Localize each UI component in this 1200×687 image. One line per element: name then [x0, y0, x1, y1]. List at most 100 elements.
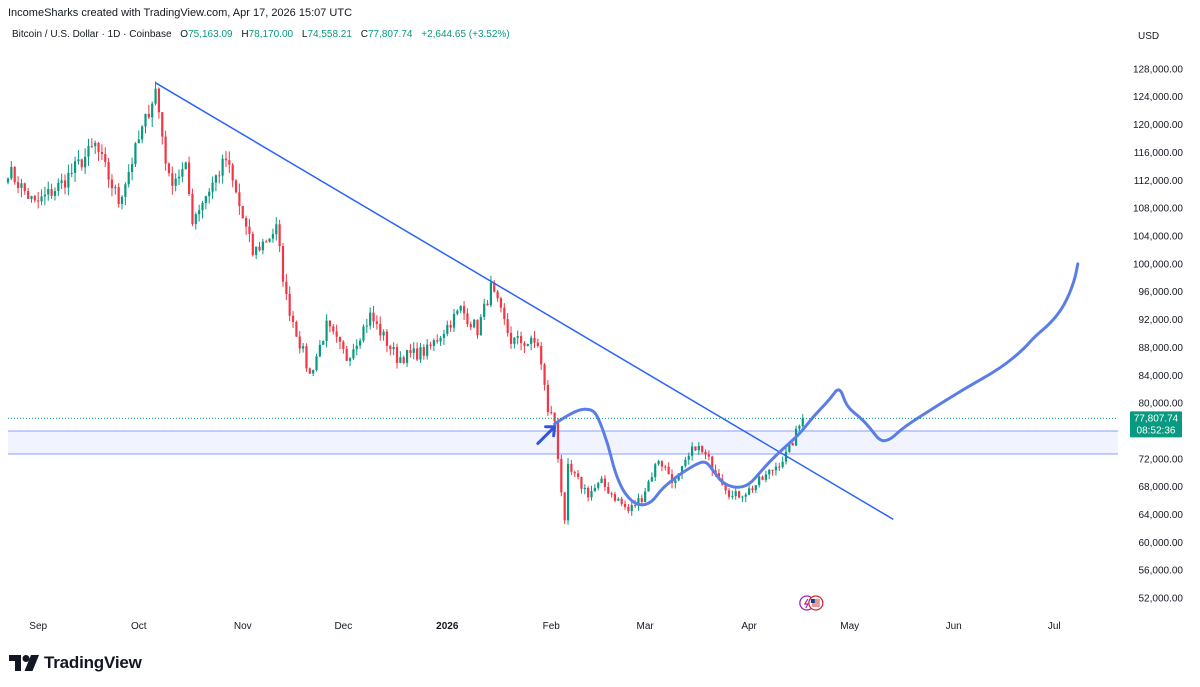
candle-body — [748, 488, 751, 495]
candle — [607, 482, 610, 494]
time-tick-label: Dec — [334, 621, 352, 632]
candle-body — [141, 126, 144, 140]
candle-body — [328, 320, 332, 327]
candle — [392, 342, 395, 356]
candle-body — [607, 486, 610, 494]
candle-body — [214, 175, 218, 183]
candle-body — [687, 455, 690, 460]
price-tick-label: 60,000.00 — [1139, 538, 1184, 549]
candle — [483, 298, 486, 321]
candle-body — [436, 340, 439, 342]
candle — [325, 314, 328, 348]
candle-body — [198, 210, 201, 215]
candle-body — [117, 187, 120, 204]
candle — [204, 195, 207, 210]
candle-body — [395, 347, 399, 363]
candle — [285, 273, 288, 301]
candle — [322, 340, 325, 345]
price-axis[interactable]: 52,000.00 56,000.00 60,000.00 64,000.00 68,0… — [1133, 64, 1183, 604]
candle — [731, 490, 734, 500]
candle-body — [218, 175, 221, 177]
legend-low: L74,558.21 — [301, 29, 352, 40]
candle-body — [10, 166, 13, 179]
candle-body — [298, 336, 301, 349]
candle — [667, 462, 670, 475]
time-tick-label: Apr — [741, 621, 757, 632]
candle-body — [234, 180, 238, 193]
candle-body — [637, 498, 640, 506]
candle-body — [650, 477, 653, 482]
candle — [627, 503, 630, 514]
candle-body — [543, 364, 546, 385]
candle-body — [161, 112, 164, 137]
candle-body — [469, 324, 472, 328]
candle — [654, 462, 657, 482]
candle-body — [647, 481, 650, 492]
candle-body — [483, 303, 486, 317]
candle — [563, 492, 566, 525]
candle-body — [385, 331, 389, 346]
candle — [70, 163, 73, 178]
candle — [650, 472, 653, 483]
candle — [597, 481, 600, 491]
candle — [416, 342, 419, 362]
candle — [345, 345, 348, 362]
candle — [208, 187, 211, 204]
candle-body — [63, 180, 67, 188]
candle — [576, 470, 580, 480]
legend-high: H78,170.00 — [241, 29, 294, 40]
candle-body — [94, 142, 97, 147]
candle-body — [80, 159, 83, 168]
candle-body — [533, 337, 536, 343]
price-tick-label: 56,000.00 — [1139, 566, 1184, 577]
candle-body — [432, 340, 435, 346]
candle-body — [372, 312, 375, 322]
candle — [771, 469, 774, 476]
candle — [80, 158, 83, 171]
candle-body — [164, 136, 167, 164]
candle — [764, 470, 767, 483]
candle-body — [486, 303, 489, 306]
candle — [630, 501, 633, 516]
candle-body — [560, 458, 563, 493]
candle — [610, 491, 613, 498]
candle-body — [523, 343, 526, 346]
trendline-layer — [155, 82, 894, 521]
candle-body — [449, 324, 452, 328]
candle — [302, 342, 305, 353]
candle-body — [660, 461, 664, 467]
candle — [43, 186, 46, 206]
candle — [570, 459, 573, 476]
candle-body — [241, 206, 244, 219]
candle — [141, 125, 144, 144]
candle — [359, 338, 362, 349]
price-tick-label: 72,000.00 — [1139, 454, 1184, 465]
candle-body — [335, 331, 338, 337]
candle-body — [134, 143, 137, 165]
candle — [432, 338, 435, 352]
candle-body — [516, 336, 519, 338]
candle-body — [462, 306, 466, 314]
candle — [573, 470, 576, 478]
price-tick-label: 52,000.00 — [1139, 594, 1184, 605]
candle-body — [798, 425, 801, 429]
time-tick-label: Sep — [29, 621, 47, 632]
last-price-box — [1130, 411, 1182, 438]
candle-body — [610, 493, 613, 495]
candle-body — [70, 172, 73, 174]
candle — [583, 484, 586, 495]
candle — [94, 140, 97, 154]
candle — [754, 484, 757, 494]
time-axis[interactable]: Sep Oct Nov Dec 2026 Feb Mar Apr May Jun Jul — [29, 621, 1060, 632]
candle-body — [281, 246, 285, 282]
tradingview-logo[interactable]: TradingView — [9, 652, 142, 674]
candle-body — [124, 184, 127, 197]
bolt-glyph — [803, 598, 809, 609]
candle — [114, 184, 117, 195]
projection-path — [553, 262, 1080, 507]
candle-body — [439, 337, 442, 342]
candle-body — [318, 344, 321, 357]
candle-body — [590, 491, 593, 498]
